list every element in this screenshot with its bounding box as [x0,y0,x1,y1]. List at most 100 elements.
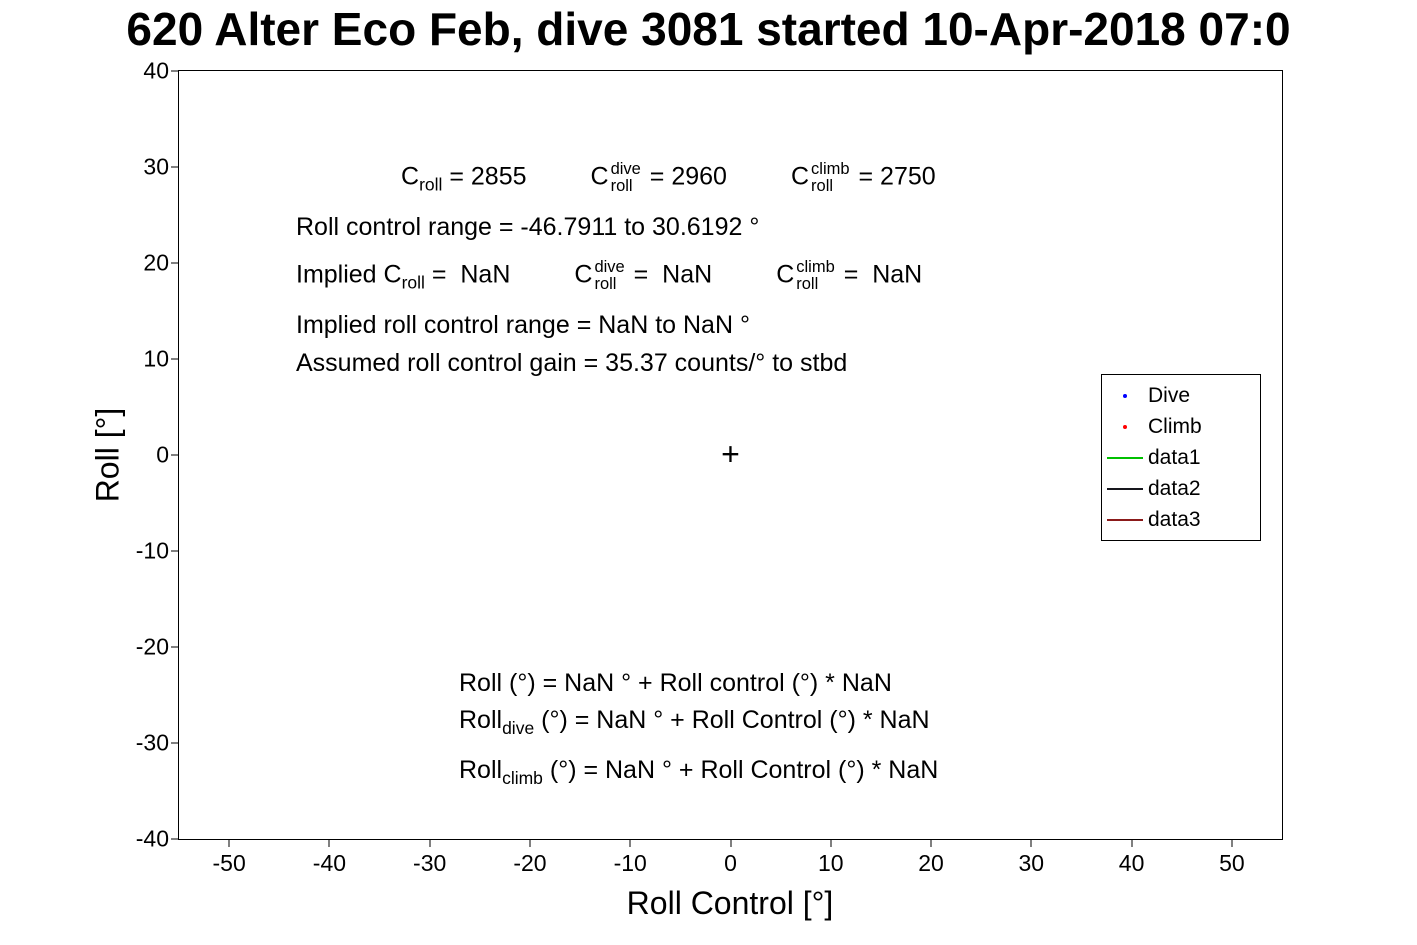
x-tick-label: -50 [212,850,246,876]
x-axis-label: Roll Control [°] [626,885,834,921]
x-tick-label: 10 [817,850,844,876]
y-tick-mark [171,646,179,648]
data2-line-swatch [1107,487,1143,490]
y-tick-mark [171,550,179,552]
legend-item-dive: Dive [1102,380,1260,411]
legend: Dive Climb data1 data2 data3 [1101,374,1261,541]
y-tick-label: -40 [135,825,169,852]
text-run: = 2855 [442,162,527,191]
x-tick-label: 40 [1118,850,1145,876]
legend-label: data2 [1148,476,1201,500]
annotation-assumed-gain: Assumed roll control gain = 35.37 counts… [296,349,847,379]
legend-item-data2: data2 [1102,473,1260,504]
annotation-roll-dive-equation: Rolldive (°) = NaN ° + Roll Control (°) … [459,706,930,739]
y-tick-label: -30 [135,729,169,756]
y-tick-label: -10 [135,537,169,564]
x-tick-mark [1030,839,1032,847]
supsub-stack: dive roll [594,259,624,293]
legend-label: data1 [1148,445,1201,469]
x-tick-label: -40 [312,850,347,876]
chart-title: 620 Alter Eco Feb, dive 3081 started 10-… [126,3,1291,55]
climb-dot-marker [1123,424,1127,429]
text-run: Implied C [296,260,402,289]
x-tick-label: -10 [613,850,647,876]
x-tick-label: -20 [513,850,547,876]
supsub-stack: climb roll [796,259,835,293]
subscript: roll [610,176,633,195]
y-tick-mark [171,838,179,840]
y-tick-label: 30 [143,153,169,180]
subscript: roll [419,174,443,195]
y-tick-mark [171,358,179,360]
subscript: roll [401,272,425,293]
legend-label: Dive [1148,383,1191,407]
annotation-implied-range: Implied roll control range = NaN to NaN … [296,311,750,341]
text-run: Assumed roll control gain = 35.37 counts… [296,349,848,377]
y-tick-label: 0 [156,441,169,468]
subscript: roll [594,274,617,293]
subscript: dive [502,718,535,738]
x-tick-mark [730,839,731,847]
x-tick-label: 0 [724,850,737,876]
y-axis-label: Roll [°] [89,407,126,503]
y-tick-mark [171,742,179,744]
subscript: roll [811,176,834,195]
text-run: C [776,260,795,289]
x-tick-label: -30 [413,850,447,876]
legend-swatch [1102,393,1148,398]
legend-item-data3: data3 [1102,504,1260,535]
origin-plus-marker: + [721,435,740,472]
x-tick-mark [1231,839,1233,847]
x-tick-mark [830,839,832,847]
x-tick-mark [529,839,531,847]
x-tick-mark [930,839,932,847]
legend-label: data3 [1148,507,1201,531]
legend-label: Climb [1148,414,1202,438]
annotation-roll-equation: Roll (°) = NaN ° + Roll control (°) * Na… [459,669,892,699]
text-run: Roll [459,756,503,784]
y-tick-mark [171,454,179,456]
text-run: (°) = NaN ° + Roll Control (°) * NaN [542,756,939,784]
x-tick-mark [429,839,431,847]
y-tick-label: 10 [143,345,169,372]
y-tick-mark [171,70,179,72]
supsub-stack: dive roll [611,161,641,195]
superscript: climb [811,160,850,178]
x-tick-label: 20 [918,850,944,876]
text-run: = 2960 [642,162,727,191]
y-tick-label: 40 [143,57,169,84]
dive-dot-marker [1123,393,1127,398]
x-tick-label: 30 [1018,850,1045,876]
legend-item-data1: data1 [1102,442,1260,473]
x-tick-mark [228,839,230,847]
annotation-roll-climb-equation: Rollclimb (°) = NaN ° + Roll Control (°)… [459,756,938,789]
x-tick-mark [629,839,631,847]
superscript: climb [796,258,835,276]
legend-swatch [1102,424,1148,429]
y-tick-mark [171,262,179,264]
data1-line-swatch [1107,456,1143,459]
y-tick-mark [171,166,179,168]
y-tick-label: 20 [143,249,169,276]
legend-swatch [1102,456,1148,459]
x-tick-label: 50 [1219,850,1245,876]
text-run: C [790,162,810,191]
text-run: = NaN [424,260,511,289]
text-run: C [574,260,593,289]
legend-item-climb: Climb [1102,411,1260,442]
text-run: = NaN [836,260,923,289]
text-run: Implied roll control range = NaN to NaN … [296,311,750,339]
text-run: Roll (°) = NaN ° + Roll control (°) * Na… [459,669,892,697]
text-run: C [401,162,420,191]
subscript: roll [796,274,819,293]
text-run: C [590,162,609,191]
text-run: = NaN [626,260,713,289]
text-run: Roll [459,706,503,734]
superscript: dive [610,160,641,178]
text-run: Roll control range = -46.7911 to 30.6192… [296,213,760,241]
legend-swatch [1102,487,1148,490]
